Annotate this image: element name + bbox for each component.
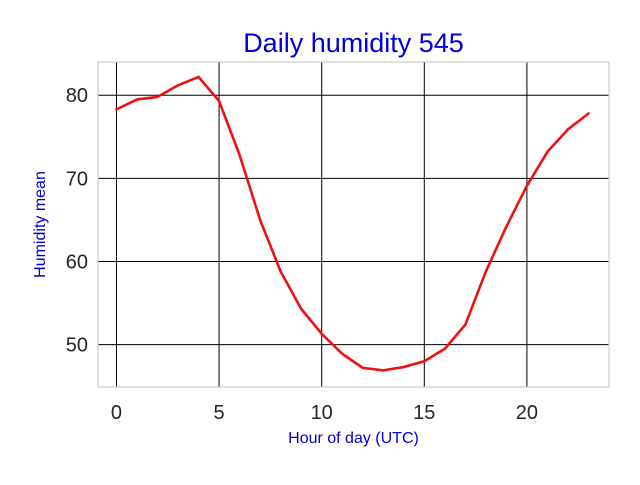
- x-tick-label: 15: [413, 402, 435, 424]
- plot-area: [98, 62, 609, 387]
- y-tick-label: 80: [66, 85, 88, 107]
- x-axis-label: Hour of day (UTC): [288, 430, 419, 447]
- x-tick-label: 10: [311, 402, 333, 424]
- grid-lines: [98, 62, 609, 387]
- x-tick-label: 20: [516, 402, 538, 424]
- humidity-series-line: [115, 75, 590, 372]
- y-tick-label: 50: [66, 335, 88, 357]
- series-layer: [115, 75, 590, 372]
- x-tick-label: 0: [111, 402, 122, 424]
- y-axis-label: Humidity mean: [32, 171, 49, 278]
- y-tick-label: 70: [66, 168, 88, 190]
- x-tick-label: 5: [214, 402, 225, 424]
- chart-title: Daily humidity 545: [243, 28, 464, 58]
- y-tick-label: 60: [66, 251, 88, 273]
- plot-frame: [97, 61, 610, 388]
- tick-labels: 0 5 10 15 20 50 60 70 80: [66, 85, 538, 424]
